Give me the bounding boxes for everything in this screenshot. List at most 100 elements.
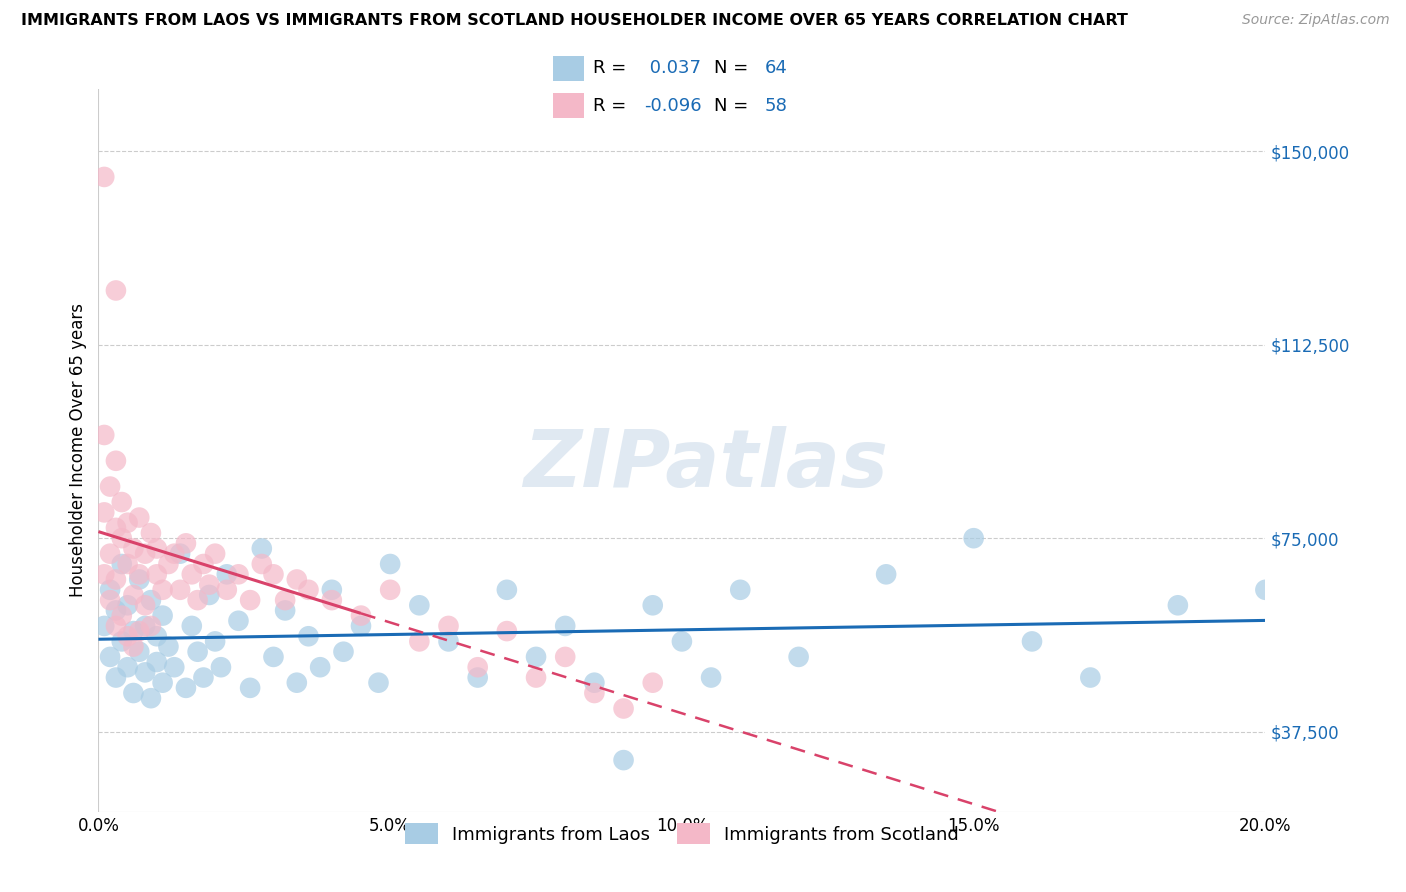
Point bbox=[146, 629, 169, 643]
Point bbox=[111, 557, 134, 571]
Point bbox=[104, 454, 127, 468]
Point bbox=[198, 588, 221, 602]
Point bbox=[117, 599, 139, 613]
Point bbox=[134, 619, 156, 633]
Point bbox=[104, 284, 127, 298]
Text: -0.096: -0.096 bbox=[644, 97, 702, 115]
Point bbox=[554, 649, 576, 664]
Point bbox=[128, 510, 150, 524]
Text: 64: 64 bbox=[765, 60, 787, 78]
Point bbox=[93, 505, 115, 519]
Point bbox=[139, 619, 162, 633]
Point bbox=[239, 681, 262, 695]
Point bbox=[117, 557, 139, 571]
Point bbox=[332, 645, 354, 659]
Text: N =: N = bbox=[714, 97, 754, 115]
Point bbox=[1080, 671, 1102, 685]
Point bbox=[128, 624, 150, 639]
Point bbox=[98, 649, 121, 664]
Point bbox=[671, 634, 693, 648]
Point bbox=[239, 593, 262, 607]
Point bbox=[180, 619, 202, 633]
Point bbox=[467, 671, 489, 685]
Text: Source: ZipAtlas.com: Source: ZipAtlas.com bbox=[1241, 13, 1389, 28]
Point bbox=[962, 531, 984, 545]
Point bbox=[152, 608, 174, 623]
Point bbox=[1254, 582, 1277, 597]
Text: 0.037: 0.037 bbox=[644, 60, 702, 78]
Text: IMMIGRANTS FROM LAOS VS IMMIGRANTS FROM SCOTLAND HOUSEHOLDER INCOME OVER 65 YEAR: IMMIGRANTS FROM LAOS VS IMMIGRANTS FROM … bbox=[21, 13, 1128, 29]
Point bbox=[163, 660, 186, 674]
Point bbox=[117, 516, 139, 530]
Point bbox=[612, 753, 634, 767]
Point bbox=[104, 573, 127, 587]
Point bbox=[367, 675, 389, 690]
Point bbox=[309, 660, 332, 674]
Point bbox=[111, 634, 134, 648]
Text: R =: R = bbox=[593, 97, 631, 115]
Point bbox=[700, 671, 723, 685]
Text: R =: R = bbox=[593, 60, 631, 78]
Point bbox=[169, 547, 191, 561]
Point bbox=[180, 567, 202, 582]
Point bbox=[93, 169, 115, 184]
Point bbox=[209, 660, 232, 674]
Point bbox=[262, 649, 284, 664]
Point bbox=[134, 665, 156, 680]
Point bbox=[146, 541, 169, 556]
Text: 58: 58 bbox=[765, 97, 787, 115]
Point bbox=[285, 675, 308, 690]
Point bbox=[524, 649, 547, 664]
Point bbox=[111, 608, 134, 623]
Point bbox=[128, 645, 150, 659]
Point bbox=[437, 634, 460, 648]
Point bbox=[98, 480, 121, 494]
Point bbox=[139, 593, 162, 607]
Point bbox=[104, 671, 127, 685]
Point bbox=[93, 428, 115, 442]
Point bbox=[297, 582, 319, 597]
Point bbox=[93, 567, 115, 582]
Point bbox=[146, 567, 169, 582]
Point bbox=[139, 691, 162, 706]
Point bbox=[350, 619, 373, 633]
Point bbox=[122, 640, 145, 654]
Point bbox=[128, 567, 150, 582]
Point bbox=[228, 567, 250, 582]
Point bbox=[122, 686, 145, 700]
Point bbox=[554, 619, 576, 633]
Point bbox=[787, 649, 810, 664]
Point bbox=[122, 624, 145, 639]
Point bbox=[285, 573, 308, 587]
Point bbox=[146, 655, 169, 669]
Point bbox=[152, 675, 174, 690]
Point bbox=[228, 614, 250, 628]
Point bbox=[274, 593, 297, 607]
Point bbox=[583, 686, 606, 700]
Point bbox=[152, 582, 174, 597]
Point bbox=[104, 619, 127, 633]
Point bbox=[321, 582, 343, 597]
Point bbox=[174, 681, 197, 695]
Text: N =: N = bbox=[714, 60, 754, 78]
Point bbox=[122, 588, 145, 602]
Point bbox=[437, 619, 460, 633]
Point bbox=[215, 582, 238, 597]
Point bbox=[157, 557, 180, 571]
Bar bbox=[554, 55, 583, 81]
Point bbox=[641, 599, 664, 613]
Point bbox=[1167, 599, 1189, 613]
Point bbox=[187, 645, 209, 659]
Point bbox=[134, 599, 156, 613]
Point bbox=[350, 608, 373, 623]
Point bbox=[93, 619, 115, 633]
Point bbox=[98, 593, 121, 607]
Point bbox=[297, 629, 319, 643]
Point bbox=[169, 582, 191, 597]
Point bbox=[250, 557, 273, 571]
Point bbox=[104, 603, 127, 617]
Point bbox=[122, 541, 145, 556]
Point bbox=[187, 593, 209, 607]
Point bbox=[193, 557, 215, 571]
Point bbox=[875, 567, 897, 582]
